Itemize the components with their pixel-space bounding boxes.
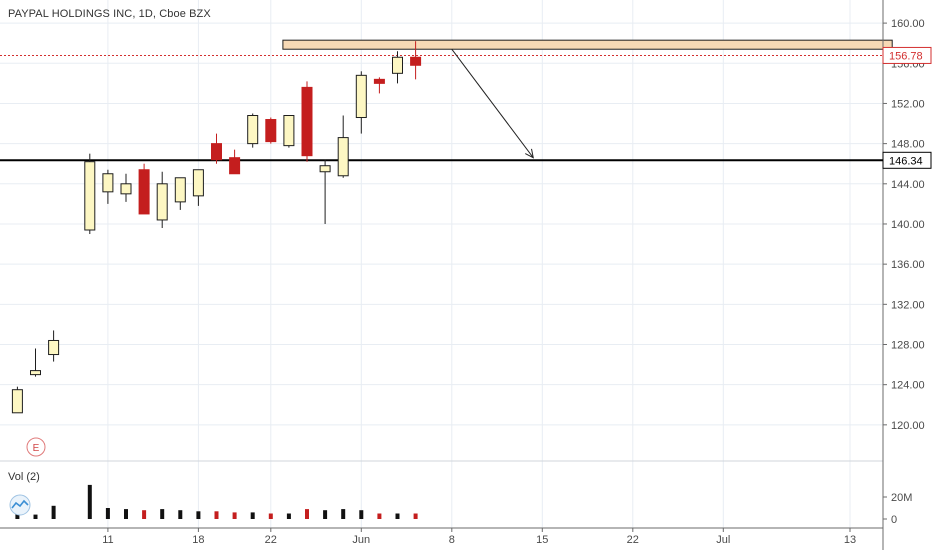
volume-pane-label: Vol (2): [8, 471, 40, 483]
support-price-label-bg: [882, 151, 932, 169]
candle-up[interactable]: [319, 165, 331, 173]
volume-bar-up: [51, 505, 56, 519]
time-tick-label: 8: [449, 534, 455, 546]
candle-up[interactable]: [392, 56, 403, 74]
last-price-label-bg: [882, 46, 932, 64]
volume-bar-up: [395, 513, 400, 519]
time-tick-label: 22: [265, 534, 277, 546]
price-tick-label: 152.00: [891, 98, 925, 110]
candles: [11, 41, 422, 414]
resistance-zone[interactable]: [282, 39, 893, 50]
candle-up[interactable]: [355, 74, 367, 119]
time-tick-label: Jul: [716, 534, 730, 546]
volume-bar-up: [196, 511, 201, 519]
volume-tick-label: 0: [891, 514, 897, 526]
chart-title: PAYPAL HOLDINGS INC, 1D, Cboe BZX: [8, 8, 211, 20]
candle-down[interactable]: [373, 78, 385, 84]
time-tick-label: 13: [844, 534, 856, 546]
price-tick-label: 160.00: [891, 18, 925, 30]
volume-bar-down: [413, 513, 418, 519]
candle-up[interactable]: [283, 115, 295, 147]
support-price-label[interactable]: 146.34: [882, 151, 932, 169]
wave-icon: [11, 499, 29, 509]
support-price-label-text: 146.34: [889, 155, 923, 167]
volume-bar-up: [124, 509, 128, 519]
candle-up[interactable]: [48, 339, 60, 356]
candle-up[interactable]: [102, 173, 114, 193]
earnings-label: E: [33, 443, 40, 454]
time-tick-label: 18: [192, 534, 204, 546]
projection-arrow[interactable]: [451, 48, 534, 158]
last-price-label-text: 156.78: [889, 50, 923, 62]
price-tick-label: 144.00: [891, 179, 925, 191]
volume-bar-up: [341, 509, 346, 519]
price-tick-label: 136.00: [891, 259, 925, 271]
price-labels: 156.78 146.34: [882, 46, 932, 169]
volume-bars: Vol (2): [8, 471, 418, 519]
last-price-label[interactable]: 156.78: [882, 46, 932, 64]
candle-up[interactable]: [156, 183, 168, 221]
price-tick-label: 120.00: [891, 420, 925, 432]
volume-bar-up: [178, 510, 183, 519]
candle-up[interactable]: [11, 389, 23, 414]
indicator-settings-icon[interactable]: [9, 494, 31, 516]
grid-lines: [0, 0, 883, 528]
earnings-marker[interactable]: E: [26, 437, 46, 457]
candle-down[interactable]: [410, 56, 422, 66]
time-tick-label: 22: [627, 534, 639, 546]
time-tick-label: 11: [102, 534, 113, 546]
volume-bar-down: [305, 509, 309, 519]
volume-bar-up: [87, 484, 92, 519]
time-tick-label: Jun: [352, 534, 370, 546]
volume-bar-up: [359, 510, 364, 519]
volume-bar-down: [377, 513, 382, 519]
volume-bar-down: [268, 513, 273, 519]
price-tick-label: 148.00: [891, 139, 925, 151]
volume-tick-label: 20M: [891, 492, 912, 504]
candle-down[interactable]: [301, 86, 313, 157]
earnings-circle: [26, 437, 46, 457]
time-tick-label: 15: [536, 534, 548, 546]
volume-bar-up: [323, 510, 328, 519]
volume-bar-down: [214, 511, 219, 519]
candle-up[interactable]: [247, 115, 259, 145]
candle-up[interactable]: [120, 183, 132, 195]
candle-down[interactable]: [138, 169, 150, 215]
candle-down[interactable]: [211, 143, 222, 161]
annotations: E: [0, 39, 893, 457]
candle-up[interactable]: [30, 370, 41, 376]
candle-down[interactable]: [229, 157, 241, 175]
volume-bar-up: [286, 513, 291, 519]
volume-bar-up: [33, 514, 38, 519]
volume-bar-up: [105, 508, 110, 519]
price-tick-label: 124.00: [891, 380, 925, 392]
volume-bar-down: [142, 510, 147, 519]
volume-bar-up: [15, 513, 20, 519]
price-tick-label: 140.00: [891, 219, 925, 231]
projection-arrow-head: [525, 148, 534, 159]
candle-down[interactable]: [265, 119, 277, 143]
volume-bar-down: [232, 512, 237, 519]
price-tick-label: 132.00: [891, 299, 925, 311]
candle-up[interactable]: [192, 169, 204, 197]
volume-bar-up: [250, 512, 255, 519]
candle-up[interactable]: [174, 177, 186, 203]
volume-bar-up: [160, 509, 165, 519]
candle-up[interactable]: [337, 137, 349, 177]
price-tick-label: 128.00: [891, 339, 925, 351]
candle-up[interactable]: [84, 161, 96, 231]
